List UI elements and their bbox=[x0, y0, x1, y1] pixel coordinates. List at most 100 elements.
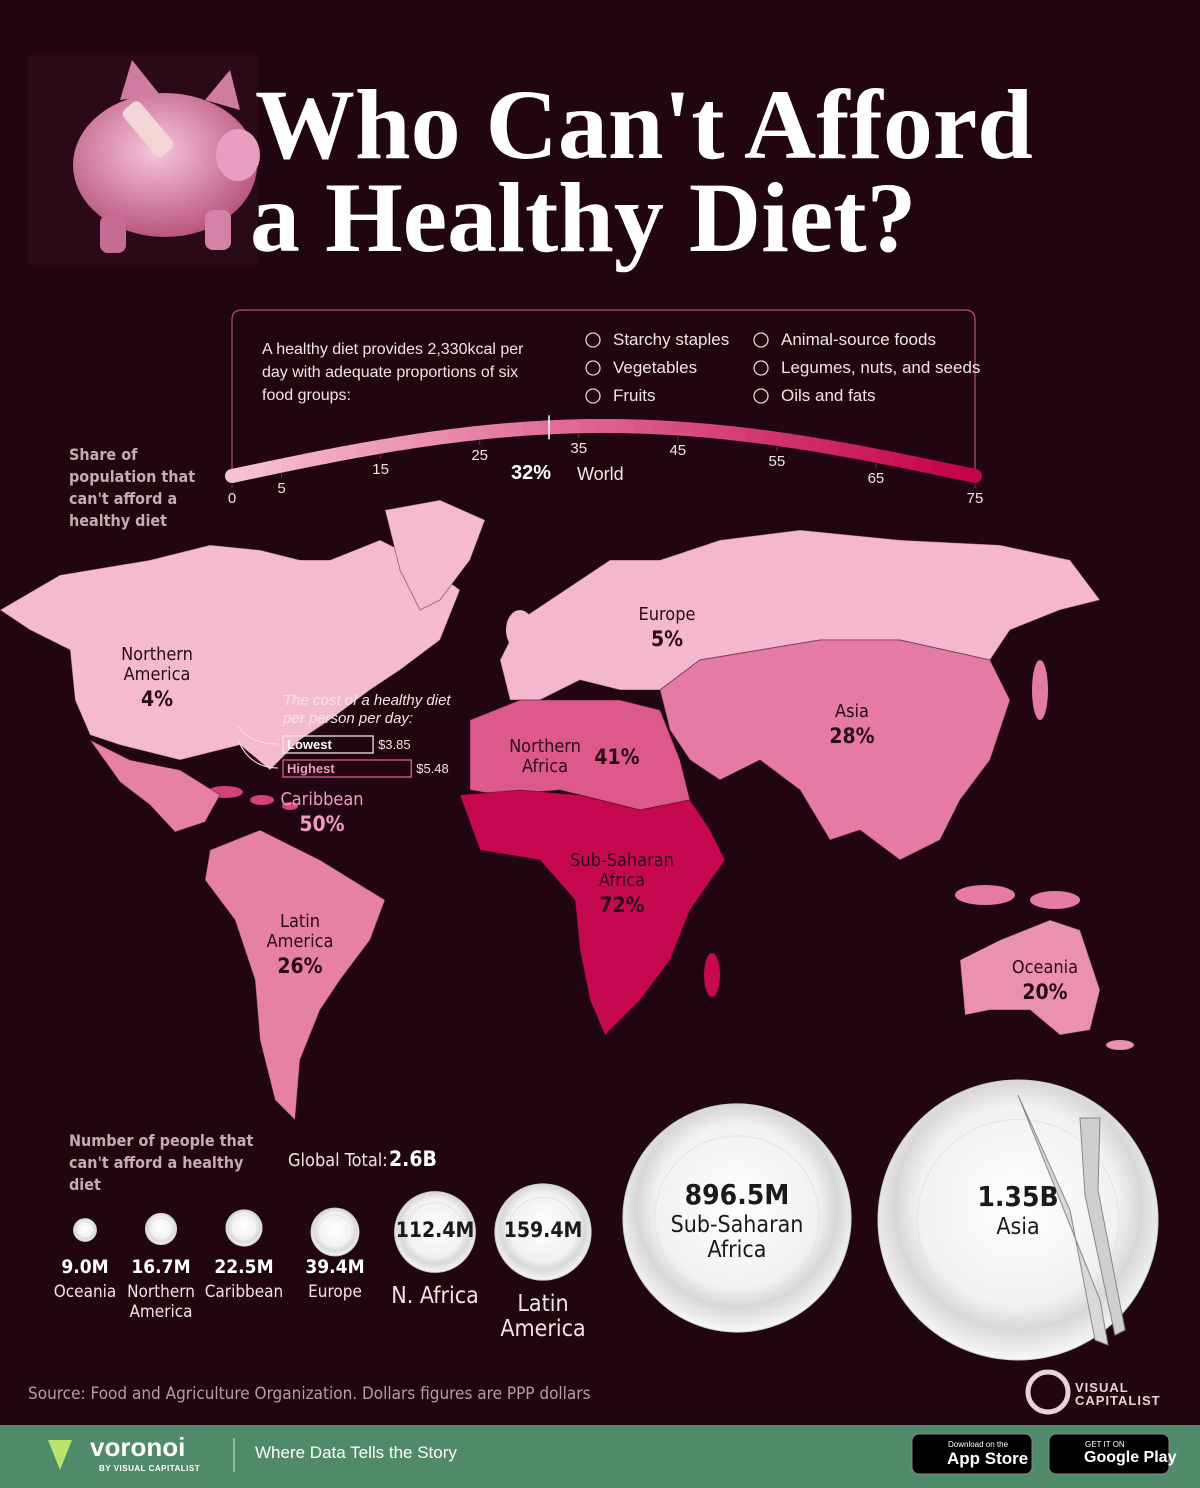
region-value: 72% bbox=[599, 893, 645, 917]
tick-label: 55 bbox=[768, 452, 786, 470]
intro-text: A healthy diet provides 2,330kcal per da… bbox=[262, 341, 524, 404]
vc-name: CAPITALIST bbox=[1075, 1393, 1161, 1408]
voronoi-name: voronoi bbox=[90, 1432, 186, 1462]
region-name: Sub-Saharan Africa bbox=[570, 850, 674, 891]
plate-value: 22.5M bbox=[214, 1256, 274, 1278]
plate-rim bbox=[76, 1221, 94, 1239]
plate-name: Europe bbox=[308, 1282, 362, 1302]
vc-name: VISUAL bbox=[1075, 1380, 1129, 1395]
region-name: Northern Africa bbox=[509, 736, 581, 777]
tick-label: 5 bbox=[277, 479, 286, 497]
plate-name: N. Africa bbox=[391, 1283, 479, 1310]
food-icon bbox=[585, 360, 601, 376]
region bbox=[1030, 891, 1080, 909]
region-value: 26% bbox=[277, 954, 323, 978]
food-group: Oils and fats bbox=[781, 386, 876, 405]
food-icon bbox=[753, 332, 769, 348]
food-group: Legumes, nuts, and seeds bbox=[781, 358, 981, 377]
google-play-button[interactable] bbox=[1048, 1433, 1170, 1475]
region-value: 5% bbox=[650, 627, 684, 651]
tick-label: 65 bbox=[867, 469, 885, 487]
plate-rim bbox=[507, 1196, 579, 1268]
region-name: Caribbean bbox=[280, 789, 364, 810]
region-name: Latin America bbox=[266, 911, 334, 952]
region-value: 20% bbox=[1022, 980, 1068, 1004]
region bbox=[704, 953, 720, 997]
pig-leg bbox=[205, 210, 231, 250]
plate-name: Asia bbox=[996, 1214, 1040, 1240]
food-icon bbox=[753, 388, 769, 404]
tick-label: 15 bbox=[372, 460, 389, 478]
region-value: 41% bbox=[594, 745, 640, 769]
plate-name: Sub-Saharan Africa bbox=[670, 1212, 804, 1263]
voronoi-logo bbox=[48, 1440, 72, 1470]
region bbox=[250, 795, 274, 805]
cost-bar bbox=[282, 735, 374, 754]
app-store-button[interactable] bbox=[911, 1433, 1033, 1475]
tick-label: 35 bbox=[570, 440, 588, 458]
cost-arrow bbox=[237, 725, 279, 745]
plates bbox=[73, 1079, 1159, 1361]
scale-segment bbox=[949, 465, 982, 483]
plate-value: 9.0M bbox=[61, 1256, 109, 1278]
store-big: Google Play bbox=[1084, 1449, 1177, 1466]
region bbox=[204, 829, 386, 1122]
piggy-bank bbox=[28, 55, 260, 265]
scale-title: Share of population that can't afford a … bbox=[69, 445, 196, 530]
region-value: 4% bbox=[140, 687, 174, 711]
store-big: App Store bbox=[947, 1449, 1029, 1468]
region-name: Europe bbox=[638, 604, 696, 625]
cost-title: The cost of a healthy diet per person pe… bbox=[283, 692, 451, 727]
plate-value: 112.4M bbox=[395, 1218, 475, 1242]
knife bbox=[1017, 1094, 1109, 1346]
plate-value: 1.35B bbox=[977, 1180, 1059, 1213]
map bbox=[0, 499, 1134, 1122]
tagline: Where Data Tells the Story bbox=[255, 1443, 457, 1462]
plate-value: 16.7M bbox=[131, 1256, 191, 1278]
food-icon bbox=[585, 388, 601, 404]
plate-rim bbox=[317, 1214, 353, 1250]
scale bbox=[225, 415, 982, 488]
pig-leg bbox=[100, 215, 126, 253]
cost-name: Lowest bbox=[287, 737, 332, 752]
total-name: Global Total: bbox=[288, 1150, 388, 1171]
plate-rim bbox=[149, 1217, 173, 1241]
cost-value: $3.85 bbox=[378, 737, 411, 752]
plate-rim bbox=[654, 1135, 820, 1301]
plate-name: Caribbean bbox=[204, 1282, 284, 1302]
plate-rim bbox=[405, 1202, 465, 1262]
food-group: Starchy staples bbox=[613, 330, 730, 349]
region-name: Oceania bbox=[1011, 957, 1079, 978]
source: Source: Food and Agriculture Organizatio… bbox=[28, 1384, 591, 1404]
region bbox=[659, 639, 1011, 861]
tick-label: 0 bbox=[227, 490, 237, 507]
tick-label: 25 bbox=[471, 446, 488, 464]
pig-bandage bbox=[122, 101, 174, 157]
store-small: GET IT ON bbox=[1085, 1440, 1125, 1449]
fork bbox=[1079, 1117, 1126, 1336]
store-small: Download on the bbox=[948, 1440, 1009, 1449]
region-name: Asia bbox=[835, 701, 869, 722]
plate bbox=[394, 1191, 476, 1273]
food-icons bbox=[585, 332, 769, 404]
food-group: Vegetables bbox=[613, 358, 698, 377]
plate-value: 39.4M bbox=[305, 1256, 365, 1278]
plate bbox=[494, 1183, 592, 1281]
region bbox=[1106, 1040, 1134, 1050]
plate-name: Northern America bbox=[127, 1282, 195, 1322]
food-icon bbox=[585, 332, 601, 348]
region-value: 28% bbox=[829, 724, 875, 748]
region bbox=[384, 499, 486, 611]
food-group: Animal-source foods bbox=[781, 330, 936, 349]
region bbox=[955, 885, 1015, 905]
cost-bar bbox=[282, 759, 412, 778]
food-group: Fruits bbox=[613, 386, 656, 405]
food-icon bbox=[753, 360, 769, 376]
vc-logo bbox=[1025, 1369, 1071, 1415]
region-value: 50% bbox=[299, 812, 345, 836]
plate bbox=[622, 1103, 852, 1333]
total-value: 2.6B bbox=[389, 1147, 437, 1171]
plate-value: 896.5M bbox=[684, 1178, 790, 1211]
